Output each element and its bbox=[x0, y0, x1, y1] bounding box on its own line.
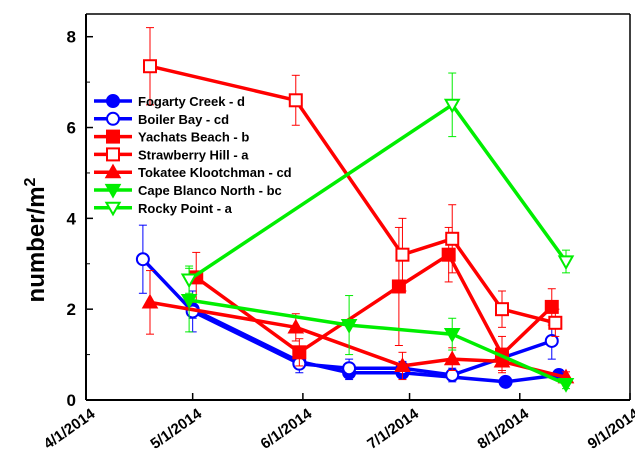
data-point bbox=[548, 315, 563, 330]
legend-item-4: Strawberry Hill - a bbox=[94, 147, 249, 162]
legend-label: Cape Blanco North - bc bbox=[138, 183, 282, 198]
data-point bbox=[394, 357, 411, 373]
legend-marker bbox=[106, 129, 120, 144]
legend-marker bbox=[106, 94, 120, 108]
data-point bbox=[288, 93, 303, 108]
data-point bbox=[135, 252, 150, 267]
series-line bbox=[195, 252, 554, 357]
legend-item-1: Fogarty Creek - d bbox=[94, 94, 245, 109]
series-line bbox=[141, 257, 553, 377]
series-line bbox=[149, 64, 556, 325]
legend-marker bbox=[106, 147, 120, 162]
data-point bbox=[340, 318, 358, 334]
data-point bbox=[391, 279, 406, 294]
data-point bbox=[557, 378, 575, 393]
data-point bbox=[498, 374, 513, 389]
x-tick-label: 6/1/2014 bbox=[258, 405, 316, 453]
data-point bbox=[287, 318, 305, 334]
y-tick-label: 8 bbox=[67, 28, 76, 47]
data-point bbox=[445, 231, 460, 246]
x-tick-label: 9/1/2014 bbox=[585, 405, 635, 453]
data-point bbox=[557, 255, 575, 271]
legend-label: Tokatee Klootchman - cd bbox=[138, 165, 292, 180]
legend-item-7: Rocky Point - a bbox=[94, 201, 233, 217]
series-4 bbox=[143, 27, 563, 337]
legend-marker bbox=[106, 111, 120, 126]
series-7 bbox=[180, 72, 575, 294]
legend-label: Yachats Beach - b bbox=[138, 130, 249, 145]
legend-label: Strawberry Hill - a bbox=[138, 147, 249, 162]
y-axis-title: number/m2 bbox=[22, 177, 50, 302]
y-tick-label: 2 bbox=[67, 300, 76, 319]
legend-item-5: Tokatee Klootchman - cd bbox=[94, 163, 292, 180]
series-line bbox=[191, 307, 560, 384]
legend-item-6: Cape Blanco North - bc bbox=[94, 183, 282, 199]
data-point bbox=[495, 302, 509, 317]
legend-label: Fogarty Creek - d bbox=[138, 94, 245, 109]
x-tick-label: 7/1/2014 bbox=[364, 405, 422, 453]
series-6 bbox=[180, 267, 575, 393]
x-tick-label: 8/1/2014 bbox=[474, 405, 532, 453]
legend-item-2: Boiler Bay - cd bbox=[94, 111, 229, 127]
data-point bbox=[292, 345, 307, 360]
data-point bbox=[544, 299, 559, 314]
series-3 bbox=[189, 226, 559, 374]
y-axis-title-superscript: 2 bbox=[22, 177, 39, 186]
data-point bbox=[342, 361, 357, 376]
data-point bbox=[493, 352, 511, 368]
legend: Fogarty Creek - d Boiler Bay - cd Yachats … bbox=[94, 94, 292, 217]
data-point bbox=[441, 247, 456, 262]
x-tick-label: 4/1/2014 bbox=[41, 405, 99, 453]
x-tick-label: 5/1/2014 bbox=[147, 405, 205, 453]
legend-marker bbox=[104, 163, 122, 179]
series-line bbox=[149, 300, 567, 379]
legend-marker bbox=[104, 183, 122, 199]
series-layer bbox=[135, 27, 575, 393]
data-point bbox=[180, 293, 198, 309]
data-point bbox=[544, 333, 559, 348]
legend-marker bbox=[104, 201, 122, 217]
data-point bbox=[443, 98, 461, 114]
data-point bbox=[143, 59, 157, 74]
data-point bbox=[141, 293, 159, 309]
legend-label: Rocky Point - a bbox=[138, 201, 233, 216]
data-point bbox=[180, 273, 198, 289]
y-tick-label: 4 bbox=[67, 209, 77, 228]
data-point bbox=[443, 350, 461, 366]
y-tick-label: 0 bbox=[67, 391, 76, 410]
legend-item-3: Yachats Beach - b bbox=[94, 129, 249, 145]
series-line bbox=[188, 298, 567, 386]
data-point bbox=[443, 328, 461, 343]
y-axis-title-text: number/m bbox=[23, 186, 50, 302]
y-tick-label: 6 bbox=[67, 119, 76, 138]
data-point bbox=[395, 247, 410, 262]
legend-label: Boiler Bay - cd bbox=[138, 112, 229, 127]
